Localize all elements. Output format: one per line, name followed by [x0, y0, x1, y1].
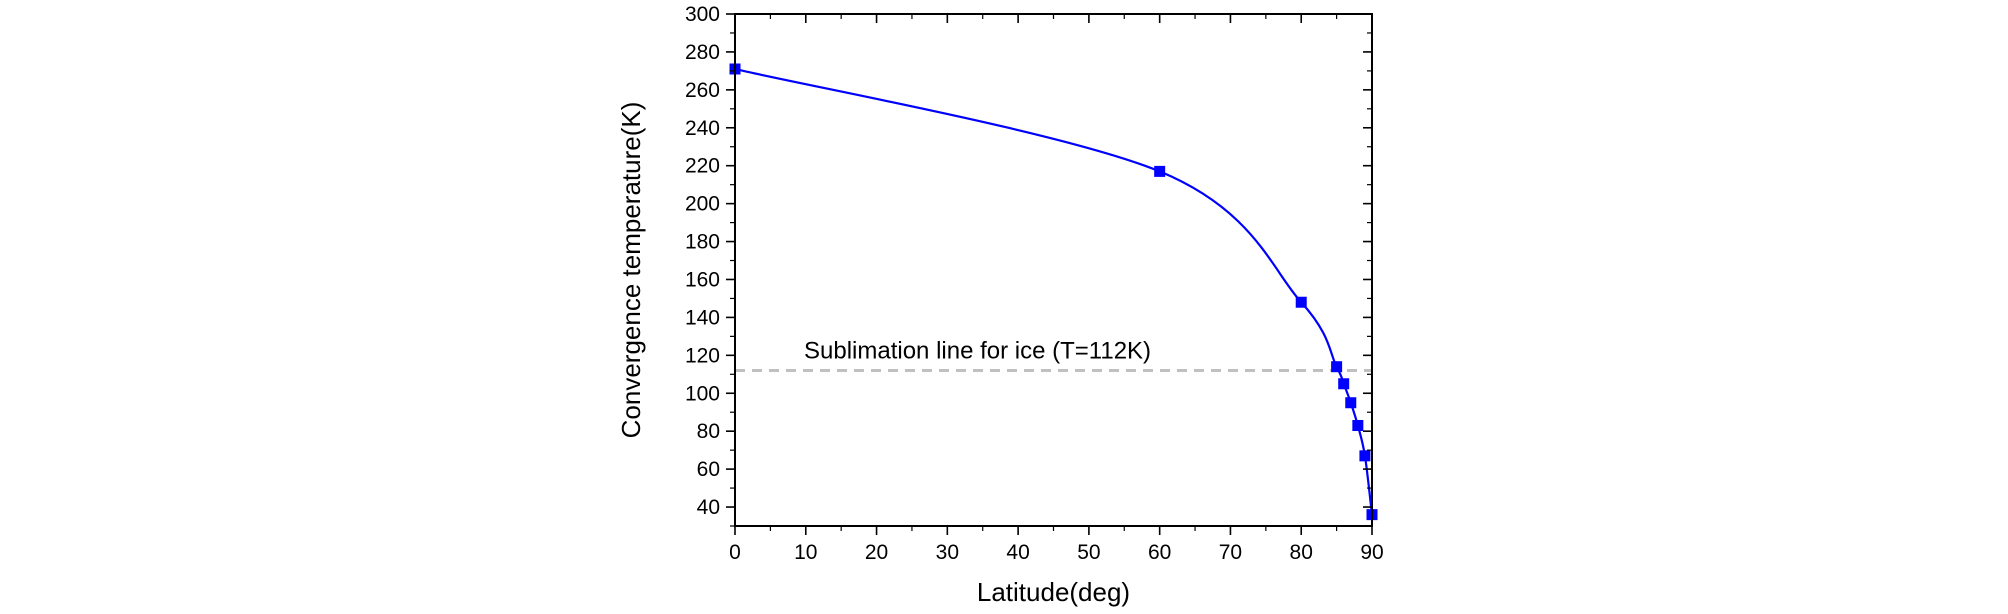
y-tick-label: 120 [685, 344, 720, 367]
x-tick-label: 40 [1006, 541, 1029, 564]
series-line [734, 67, 1374, 515]
x-tick-label: 50 [1077, 541, 1100, 564]
y-tick-label: 100 [685, 382, 720, 405]
x-tick-label: 0 [729, 541, 741, 564]
x-tick-label: 90 [1360, 541, 1383, 564]
y-tick-label: 280 [685, 41, 720, 64]
sublimation-line-label: Sublimation line for ice (T=112K) [804, 338, 1151, 365]
y-tick-label: 260 [685, 79, 720, 102]
data-point-marker [1345, 397, 1357, 409]
data-point-marker [1352, 419, 1364, 431]
y-tick-label: 300 [685, 3, 720, 26]
data-point-marker [1359, 450, 1371, 462]
y-tick-label: 140 [685, 306, 720, 329]
y-tick-label: 160 [685, 268, 720, 291]
y-axis-title: Convergence temperature(K) [616, 102, 646, 439]
x-tick-label: 10 [794, 541, 817, 564]
data-point-marker [1154, 165, 1166, 177]
y-tick-label: 240 [685, 117, 720, 140]
x-tick-label: 20 [865, 541, 888, 564]
x-tick-label: 30 [936, 541, 959, 564]
ticks-layer: 0 10 20 30 40 50 60 70 80 90 40 60 80 100 120 140 160 180… [685, 3, 1384, 564]
y-tick-label: 200 [685, 193, 720, 216]
data-point-marker [1331, 361, 1343, 373]
x-axis-title: Latitude(deg) [977, 577, 1130, 607]
y-tick-label: 220 [685, 155, 720, 178]
x-tick-label: 70 [1219, 541, 1242, 564]
y-tick-label: 80 [697, 420, 720, 443]
series-layer [729, 63, 1378, 521]
data-point-marker [1338, 378, 1350, 390]
y-tick-label: 40 [697, 496, 720, 519]
data-point-marker [1295, 296, 1307, 308]
y-tick-label: 180 [685, 231, 720, 254]
x-tick-label: 60 [1148, 541, 1171, 564]
x-tick-label: 80 [1290, 541, 1313, 564]
y-tick-label: 60 [697, 458, 720, 481]
